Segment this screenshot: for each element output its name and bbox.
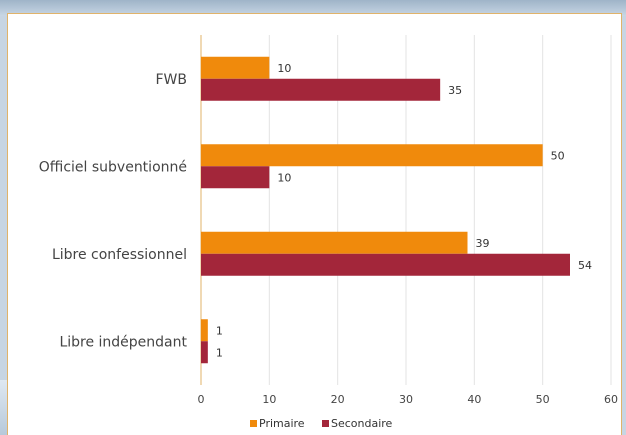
data-label: 50 <box>551 149 565 162</box>
bar-secondaire <box>201 341 208 364</box>
x-tick-label: 40 <box>467 393 481 406</box>
data-label: 54 <box>578 259 592 272</box>
legend-label-secondaire: Secondaire <box>331 417 393 430</box>
x-tick-label: 60 <box>604 393 618 406</box>
legend: Primaire Secondaire <box>250 417 393 430</box>
legend-swatch-primaire <box>250 420 257 427</box>
bar-primaire <box>201 144 543 167</box>
window-background-band <box>0 0 626 16</box>
x-tick-label: 20 <box>331 393 345 406</box>
data-label: 39 <box>476 237 490 250</box>
bar-secondaire <box>201 253 570 276</box>
bar-secondaire <box>201 166 270 189</box>
category-label: Libre confessionnel <box>52 247 187 263</box>
x-tick-label: 10 <box>262 393 276 406</box>
bar-primaire <box>201 319 208 342</box>
data-labels: 10 35 50 10 39 54 1 1 <box>216 62 592 360</box>
data-label: 1 <box>216 324 223 337</box>
data-label: 1 <box>216 346 223 359</box>
x-axis-ticks: 0 10 20 30 40 50 60 <box>198 393 619 406</box>
bar-primaire <box>201 231 468 254</box>
data-label: 10 <box>277 62 291 75</box>
legend-swatch-secondaire <box>322 420 329 427</box>
bar-secondaire <box>201 78 441 101</box>
legend-label-primaire: Primaire <box>259 417 305 430</box>
category-label: Officiel subventionné <box>39 159 187 175</box>
data-label: 10 <box>277 171 291 184</box>
x-tick-label: 30 <box>399 393 413 406</box>
data-label: 35 <box>448 84 462 97</box>
bars <box>201 56 570 364</box>
x-tick-label: 50 <box>536 393 550 406</box>
category-label: Libre indépendant <box>59 334 187 350</box>
category-labels: FWB Officiel subventionné Libre confession… <box>39 72 188 351</box>
category-label: FWB <box>156 72 188 88</box>
bar-primaire <box>201 56 270 79</box>
x-tick-label: 0 <box>198 393 205 406</box>
